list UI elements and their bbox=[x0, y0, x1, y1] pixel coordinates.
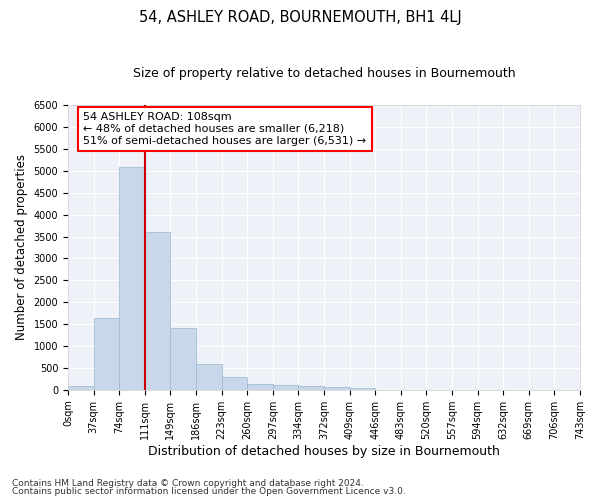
Bar bbox=[145, 232, 170, 390]
Bar bbox=[94, 318, 119, 390]
Y-axis label: Number of detached properties: Number of detached properties bbox=[15, 154, 28, 340]
Text: Contains HM Land Registry data © Crown copyright and database right 2024.: Contains HM Land Registry data © Crown c… bbox=[12, 478, 364, 488]
Bar bbox=[298, 386, 324, 390]
Text: 54, ASHLEY ROAD, BOURNEMOUTH, BH1 4LJ: 54, ASHLEY ROAD, BOURNEMOUTH, BH1 4LJ bbox=[139, 10, 461, 25]
Bar bbox=[273, 386, 298, 390]
Bar bbox=[170, 328, 196, 390]
Title: Size of property relative to detached houses in Bournemouth: Size of property relative to detached ho… bbox=[133, 68, 515, 80]
Bar bbox=[68, 386, 94, 390]
Bar bbox=[196, 364, 221, 390]
Bar bbox=[350, 388, 375, 390]
Bar bbox=[221, 377, 247, 390]
Bar bbox=[247, 384, 273, 390]
Bar bbox=[119, 168, 145, 390]
Text: Contains public sector information licensed under the Open Government Licence v3: Contains public sector information licen… bbox=[12, 487, 406, 496]
X-axis label: Distribution of detached houses by size in Bournemouth: Distribution of detached houses by size … bbox=[148, 444, 500, 458]
Text: 54 ASHLEY ROAD: 108sqm
← 48% of detached houses are smaller (6,218)
51% of semi-: 54 ASHLEY ROAD: 108sqm ← 48% of detached… bbox=[83, 112, 367, 146]
Bar bbox=[324, 388, 350, 390]
